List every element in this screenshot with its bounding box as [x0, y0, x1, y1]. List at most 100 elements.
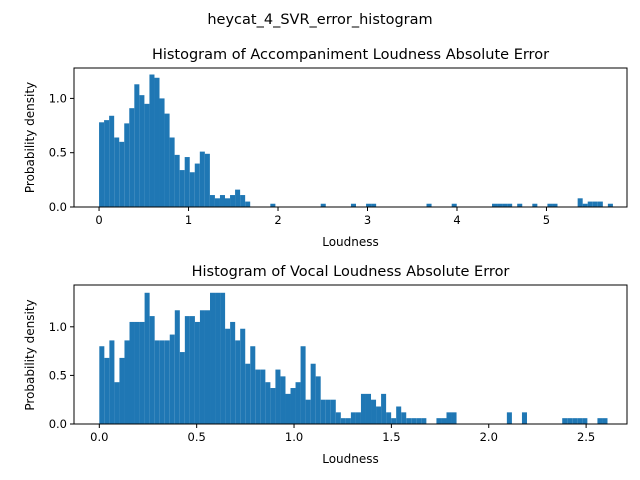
accompaniment-histogram-bar: [597, 201, 603, 207]
accompaniment-histogram-bar: [179, 170, 185, 207]
accompaniment-histogram-bar: [219, 195, 225, 207]
accompaniment-histogram-bar: [164, 113, 170, 207]
accompaniment-ticks: 0 1 2 3 4 5 0.0 0.5 1.0: [49, 91, 550, 227]
accompaniment-histogram-bar: [149, 74, 155, 208]
accompaniment-chart-title: Histogram of Accompaniment Loudness Abso…: [152, 47, 549, 63]
vocal-histogram-bar: [305, 399, 311, 424]
vocal-histogram-bar: [577, 418, 583, 424]
accompaniment-histogram-bar: [230, 195, 236, 207]
vocal-histogram-bar: [320, 399, 326, 424]
vocal-y-tick-label: 0.5: [49, 368, 67, 382]
accompaniment-histogram-bar: [119, 141, 125, 207]
accompaniment-histogram-bar: [497, 203, 503, 207]
accompaniment-histogram-bar: [350, 203, 356, 207]
vocal-histogram-bar: [371, 399, 377, 424]
vocal-histogram-bar: [386, 412, 392, 424]
vocal-histogram-bar: [240, 328, 246, 424]
accompaniment-histogram-bar: [194, 163, 200, 207]
vocal-histogram-bar: [204, 310, 211, 424]
vocal-histogram-bar: [139, 321, 145, 424]
accompaniment-histogram-bar: [507, 203, 513, 207]
vocal-histogram-bar: [330, 399, 336, 424]
accompaniment-histogram-bar: [209, 195, 215, 207]
vocal-histogram-bar: [260, 369, 266, 424]
accompaniment-histogram-bar: [139, 95, 145, 207]
vocal-histogram-bar: [597, 418, 603, 424]
vocal-histogram-bar: [250, 346, 256, 424]
accompaniment-histogram-bar: [502, 203, 508, 207]
accompaniment-histogram-bar: [547, 203, 553, 207]
accompaniment-axes-frame: [73, 67, 628, 208]
vocal-histogram-bar: [300, 346, 306, 424]
vocal-histogram-bar: [421, 418, 427, 424]
accompaniment-x-tick-label: 2: [274, 213, 281, 227]
vocal-y-tick-label: 1.0: [49, 320, 67, 334]
accompaniment-histogram-bar: [225, 198, 231, 207]
vocal-histogram-bar: [119, 357, 125, 424]
vocal-histogram-bar: [285, 393, 291, 424]
vocal-histogram-bar: [194, 321, 200, 424]
vocal-chart-title: Histogram of Vocal Loudness Absolute Err…: [192, 264, 510, 280]
vocal-histogram-bar: [215, 292, 221, 424]
vocal-x-tick-label: 0.0: [90, 430, 108, 444]
vocal-histogram-bar: [441, 418, 447, 424]
vocal-histogram-bar: [360, 393, 366, 424]
vocal-histogram-bar: [365, 393, 372, 424]
accompaniment-histogram-bar: [159, 98, 165, 207]
vocal-histogram-bar: [220, 292, 226, 424]
vocal-histogram-panel: Histogram of Vocal Loudness Absolute Err…: [23, 264, 628, 466]
vocal-histogram-bar: [109, 340, 115, 424]
vocal-histogram-bar: [179, 352, 185, 424]
vocal-y-tick-label: 0.0: [49, 417, 67, 431]
vocal-histogram-bar: [124, 340, 130, 424]
vocal-histogram-bar: [104, 357, 110, 424]
accompaniment-histogram-bar: [426, 203, 432, 207]
accompaniment-histogram-bar: [245, 201, 251, 207]
vocal-histogram-bar: [210, 292, 216, 424]
vocal-x-tick-label: 1.0: [285, 430, 303, 444]
vocal-histogram-bar: [245, 363, 251, 424]
vocal-histogram-bar: [270, 388, 276, 424]
vocal-histogram-bar: [255, 369, 261, 424]
accompaniment-histogram-bar: [517, 203, 523, 207]
accompaniment-histogram-bar: [240, 195, 246, 207]
accompaniment-histogram-bar: [577, 198, 583, 207]
vocal-y-axis-label: Probability density: [23, 299, 37, 410]
vocal-histogram-bar: [567, 418, 573, 424]
vocal-histogram-bar: [396, 406, 402, 424]
vocal-histogram-bar: [446, 412, 452, 424]
accompaniment-histogram-bar: [532, 203, 538, 207]
vocal-histogram-bar: [290, 388, 296, 424]
vocal-histogram-bar: [572, 418, 578, 424]
vocal-histogram-bar: [325, 399, 331, 424]
vocal-x-tick-label: 0.5: [188, 430, 206, 444]
vocal-histogram-bar: [401, 412, 407, 424]
vocal-histogram-bar: [134, 321, 140, 424]
vocal-histogram-bar: [275, 369, 281, 424]
vocal-histogram-bar: [149, 316, 155, 424]
accompaniment-histogram-bar: [592, 201, 598, 207]
accompaniment-histogram-bar: [371, 203, 377, 207]
vocal-histogram-bar: [154, 340, 160, 424]
accompaniment-histogram-bar: [607, 203, 613, 207]
vocal-histogram-bar: [199, 310, 205, 424]
vocal-axes-frame: [73, 284, 628, 425]
accompaniment-x-axis-label: Loudness: [322, 235, 379, 249]
accompaniment-histogram-bar: [114, 137, 120, 207]
vocal-histogram-bar: [174, 310, 180, 424]
accompaniment-histogram-bar: [214, 198, 220, 207]
accompaniment-histogram-bar: [587, 201, 593, 207]
vocal-histogram-bar: [602, 418, 608, 424]
vocal-histogram-bar: [169, 334, 175, 424]
accompaniment-histogram-bar: [492, 203, 498, 207]
accompaniment-histogram-bar: [199, 151, 205, 207]
vocal-histogram-bar: [582, 418, 588, 424]
accompaniment-histogram-bar: [99, 122, 105, 207]
accompaniment-histogram-bar: [174, 154, 180, 208]
accompaniment-histogram-bar: [154, 77, 160, 208]
vocal-histogram-bar: [436, 418, 442, 424]
vocal-histogram-bar: [355, 412, 361, 424]
accompaniment-histogram-bar: [320, 203, 326, 207]
vocal-x-tick-label: 2.0: [480, 430, 498, 444]
vocal-histogram-bar: [265, 382, 271, 424]
